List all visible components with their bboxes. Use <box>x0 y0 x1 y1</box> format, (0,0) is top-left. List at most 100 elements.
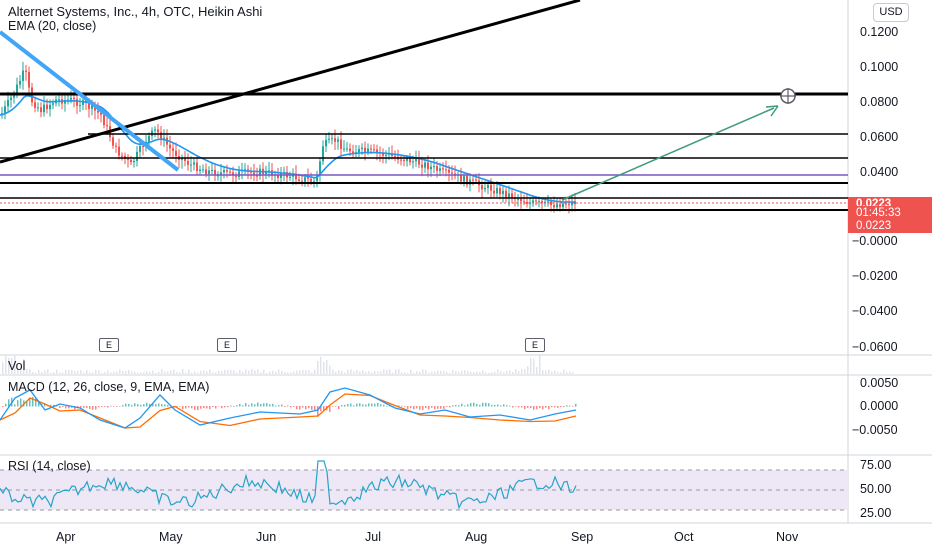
candle-body <box>427 162 429 170</box>
candle-body <box>76 99 78 106</box>
volume-bar <box>293 371 295 374</box>
macd-histogram-bar <box>56 405 58 407</box>
macd-histogram-bar <box>191 406 193 409</box>
macd-label[interactable]: MACD (12, 26, close, 9, EMA, EMA) <box>8 380 210 394</box>
volume-bar <box>197 372 199 374</box>
rsi-label[interactable]: RSI (14, close) <box>8 459 91 473</box>
macd-histogram-bar <box>17 400 19 407</box>
volume-bar <box>563 369 565 374</box>
candle-body <box>493 190 495 194</box>
volume-bar <box>479 371 481 374</box>
volume-bar <box>365 371 367 374</box>
volume-bar <box>329 365 331 374</box>
volume-bar <box>47 369 49 374</box>
candle-body <box>67 99 69 101</box>
candle-body <box>340 139 342 149</box>
volume-label[interactable]: Vol <box>8 359 26 373</box>
candle-body <box>433 166 435 168</box>
candle-body <box>106 125 108 127</box>
volume-bar <box>14 354 16 374</box>
volume-bar <box>191 372 193 374</box>
candle-body <box>91 105 93 109</box>
volume-bar <box>557 372 559 374</box>
candle-body <box>58 99 60 101</box>
ascending-trendline[interactable] <box>0 0 581 164</box>
macd-histogram-bar <box>473 402 475 407</box>
rsi-axis-label: 75.00 <box>860 458 892 472</box>
macd-histogram-bar <box>149 403 151 407</box>
price-axis-label: −0.0000 <box>852 234 898 248</box>
volume-bar <box>464 370 466 374</box>
candle-body <box>127 158 129 160</box>
earnings-marker[interactable]: E <box>217 338 237 352</box>
candle-body <box>268 170 270 172</box>
volume-bar <box>341 370 343 374</box>
macd-histogram-bar <box>275 405 277 407</box>
volume-bar <box>239 370 241 374</box>
macd-histogram-bar <box>263 403 265 407</box>
candle-body <box>499 188 501 195</box>
macd-histogram-bar <box>245 402 247 407</box>
volume-bar <box>488 372 490 374</box>
ema-line <box>0 94 577 204</box>
candle-body <box>43 104 45 113</box>
candle-body <box>352 151 354 155</box>
volume-bar <box>512 371 514 374</box>
candle-body <box>37 107 39 109</box>
currency-button[interactable]: USD <box>873 3 909 22</box>
volume-bar <box>314 369 316 374</box>
candle-body <box>223 169 225 173</box>
macd-histogram-bar <box>335 405 337 407</box>
macd-histogram-bar <box>5 403 7 407</box>
candle-body <box>322 146 324 162</box>
volume-bar <box>218 370 220 374</box>
macd-histogram-bar <box>377 402 379 407</box>
macd-histogram-bar <box>20 398 22 407</box>
volume-bar <box>284 371 286 374</box>
macd-histogram-bar <box>206 406 208 409</box>
macd-histogram-bar <box>161 404 163 407</box>
drawings-layer[interactable] <box>0 0 848 211</box>
candle-body <box>214 169 216 176</box>
candle-body <box>190 164 192 166</box>
candle-body <box>148 135 150 142</box>
volume-bar <box>89 372 91 374</box>
volume-bar <box>137 372 139 374</box>
macd-histogram-bar <box>131 404 133 407</box>
macd-histogram-bar <box>356 403 358 407</box>
macd-histogram-bar <box>137 404 139 407</box>
volume-bar <box>176 372 178 374</box>
candle-body <box>484 187 486 190</box>
volume-bar <box>440 370 442 374</box>
macd-axis-label: 0.0050 <box>860 376 899 390</box>
macd-histogram-bar <box>323 406 325 411</box>
macd-histogram-bar <box>260 404 262 407</box>
candle-body <box>376 149 378 153</box>
candle-body <box>553 205 555 208</box>
candle-body <box>232 172 234 176</box>
macd-histogram-bar <box>332 406 334 407</box>
candle-body <box>406 157 408 161</box>
candle-body <box>439 168 441 171</box>
candle-body <box>40 107 42 113</box>
volume-bar <box>386 370 388 374</box>
descending-trendline[interactable] <box>0 30 180 172</box>
volume-bar <box>521 369 523 374</box>
candle-body <box>385 154 387 156</box>
earnings-marker[interactable]: E <box>525 338 545 352</box>
close-price-tag: 0.0223 <box>848 219 932 233</box>
volume-bar <box>134 371 136 374</box>
volume-bar <box>206 371 208 374</box>
ema-indicator-label[interactable]: EMA (20, close) <box>8 19 97 33</box>
candle-body <box>118 146 120 156</box>
volume-bar <box>50 372 52 374</box>
volume-bar <box>356 369 358 374</box>
projection-arrow[interactable] <box>561 107 775 201</box>
earnings-marker[interactable]: E <box>99 338 119 352</box>
candle-body <box>97 110 99 113</box>
volume-bar <box>230 369 232 374</box>
macd-histogram-bar <box>140 404 142 407</box>
volume-bar <box>5 355 7 374</box>
volume-bar <box>287 372 289 374</box>
